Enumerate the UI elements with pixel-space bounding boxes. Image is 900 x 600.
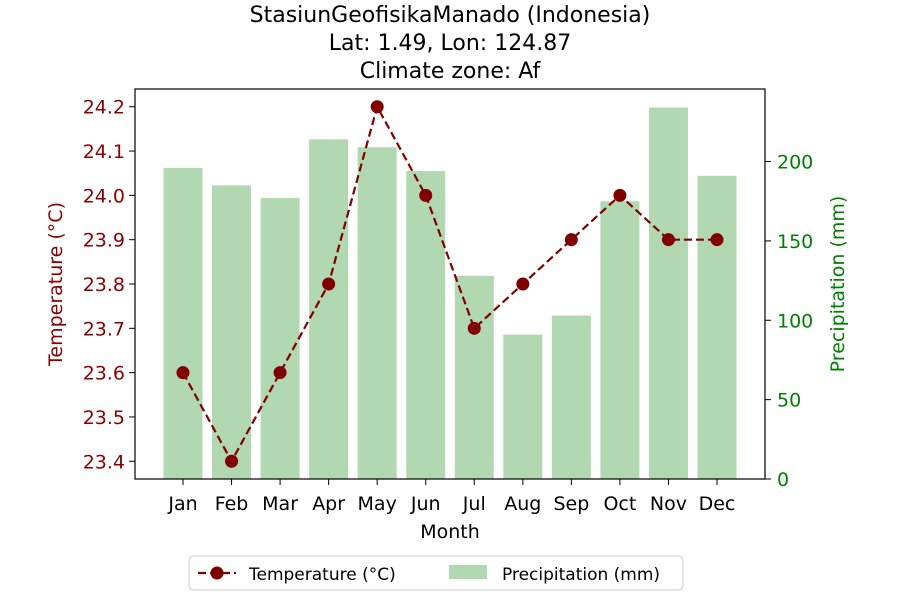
x-tick-label: Apr [312,493,345,515]
left-tick-label: 23.4 [83,451,125,473]
precipitation-bar-feb [212,185,252,479]
x-tick-label: Jan [167,493,197,515]
x-tick-label: Jul [462,493,486,515]
legend-temperature-marker [210,566,224,580]
right-y-axis-label: Precipitation (mm) [827,196,849,373]
legend-precipitation-label: Precipitation (mm) [502,565,660,585]
temperature-point-jul [467,321,481,335]
temperature-series-line [182,103,717,464]
left-tick-label: 23.7 [83,318,125,340]
precipitation-bar-jun [406,171,446,480]
precipitation-bar-jan [163,167,203,479]
chart-title-line-2: Lat: 1.49, Lon: 124.87 [329,31,571,56]
precipitation-bar-apr [309,139,349,480]
legend-temperature-label: Temperature (°C) [248,565,396,585]
x-tick-label: Mar [262,493,298,515]
temperature-point-nov [661,233,675,247]
precipitation-bars [163,107,737,480]
precipitation-bar-may [357,147,397,479]
temperature-point-aug [516,277,530,291]
precipitation-bar-oct [600,201,640,479]
left-tick-label: 24.2 [83,97,125,119]
left-tick-label: 23.9 [83,230,125,252]
left-tick-label: 23.8 [83,274,125,296]
x-tick-label: Oct [603,493,636,515]
left-y-axis-label: Temperature (°C) [45,202,67,367]
legend: Temperature (°C) Precipitation (mm) [188,555,684,591]
chart-title-line-1: StasiunGeofisikaManado (Indonesia) [250,3,651,28]
temperature-point-feb [225,454,239,468]
x-axis-label: Month [420,521,480,543]
x-tick-label: Feb [215,493,249,515]
right-tick-label: 200 [777,152,813,174]
temperature-point-jun [419,188,433,202]
x-tick-label: Sep [553,493,589,515]
precipitation-bar-dec [697,175,737,480]
precipitation-bar-nov [648,107,688,480]
precipitation-bar-mar [260,198,300,480]
temperature-point-mar [273,366,287,380]
precipitation-bar-aug [503,334,543,479]
temperature-point-jan [176,366,190,380]
precipitation-bar-jul [454,275,494,479]
legend-precipitation-swatch [449,565,487,579]
temperature-point-dec [710,233,724,247]
legend-box [188,555,684,591]
temperature-line [176,100,724,468]
right-tick-label: 50 [777,390,801,412]
chart-title: StasiunGeofisikaManado (Indonesia) Lat: 1… [250,3,651,84]
x-tick-label: Nov [650,493,687,515]
axes: 23.4 23.5 23.6 23.7 23.8 23.9 24.0 24.1 24.2 0 50 1… [45,88,849,543]
left-tick-label: 24.1 [83,141,125,163]
temperature-point-apr [322,277,336,291]
x-tick-label: Jun [410,493,441,515]
right-tick-label: 0 [777,469,789,491]
left-tick-label: 23.5 [83,407,125,429]
right-tick-label: 100 [777,310,813,332]
x-tick-label: May [358,493,397,515]
left-tick-label: 23.6 [83,363,125,385]
temperature-point-may [370,100,384,114]
right-tick-label: 150 [777,231,813,253]
temperature-point-oct [613,188,627,202]
x-tick-label: Aug [504,493,541,515]
x-tick-label: Dec [699,493,736,515]
left-tick-label: 24.0 [83,185,125,207]
precipitation-bar-sep [551,315,591,479]
chart-title-line-3: Climate zone: Af [360,59,542,84]
temperature-point-sep [564,233,578,247]
